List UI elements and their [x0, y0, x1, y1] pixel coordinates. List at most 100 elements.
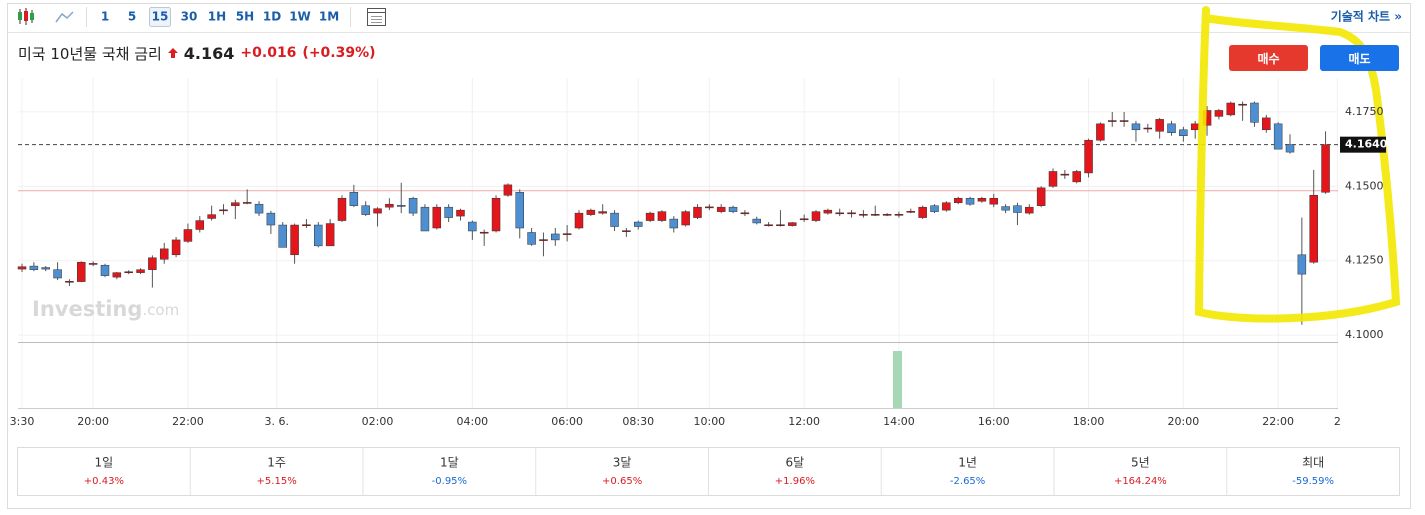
candle-body — [1321, 144, 1330, 193]
candle-body — [41, 267, 50, 270]
plot-area — [18, 78, 1338, 408]
x-tick-label: 12:00 — [788, 415, 820, 428]
interval-button[interactable]: 1D — [263, 10, 281, 24]
candle-body — [882, 214, 892, 216]
candle-body — [1250, 102, 1259, 123]
period-change: +5.15% — [257, 476, 297, 487]
candle-body — [219, 209, 228, 212]
x-tick-label: 18:00 — [1073, 415, 1105, 428]
candle-body — [918, 206, 927, 218]
candle-body — [645, 212, 655, 221]
line-type-icon[interactable] — [55, 11, 74, 23]
last-price-box — [1340, 136, 1386, 153]
candle-body — [681, 211, 690, 226]
period-label: 1일 — [95, 456, 114, 470]
candle-body — [764, 224, 773, 226]
x-tick-label: 22:00 — [172, 415, 204, 428]
buy-button[interactable]: 매수 — [1229, 45, 1308, 71]
x-tick-label: 02:00 — [362, 415, 394, 428]
interval-button[interactable]: 1W — [289, 10, 311, 24]
interval-button[interactable]: 5 — [128, 10, 136, 24]
candle-body — [1025, 206, 1034, 214]
candle-body — [65, 281, 74, 283]
indicator-icon[interactable] — [367, 8, 386, 26]
candle-body — [1179, 129, 1188, 136]
candle-body — [1190, 123, 1200, 131]
candle-body — [669, 218, 679, 229]
candle-body — [657, 211, 667, 221]
up-arrow — [167, 48, 178, 58]
candle-body — [989, 197, 999, 205]
period-label: 5년 — [1131, 456, 1150, 470]
candle-body — [847, 212, 856, 215]
candle-body — [396, 205, 406, 207]
x-tick-label: 06:00 — [551, 415, 583, 428]
candle-body — [811, 211, 821, 221]
x-tick-label: 3:30 — [10, 415, 35, 428]
candle-body — [373, 208, 382, 214]
candle-body — [408, 197, 418, 214]
instrument-name: 미국 10년물 국채 금리 — [18, 44, 162, 63]
price-change-percent: (+0.39%) — [302, 45, 376, 61]
candle-type-icon[interactable] — [18, 8, 34, 25]
candle-body — [1119, 120, 1129, 122]
candle-body — [432, 206, 442, 229]
x-tick-label: 04:00 — [456, 415, 488, 428]
candle-body — [491, 197, 501, 232]
candle-body — [551, 233, 560, 241]
x-tick-label: 3. 6. — [265, 415, 290, 428]
candle-body — [1262, 117, 1271, 131]
interval-button[interactable]: 1H — [208, 10, 226, 24]
candle-body — [100, 264, 110, 276]
candle-body — [823, 209, 833, 214]
candle-body — [693, 206, 702, 218]
interval-button[interactable]: 5H — [236, 10, 254, 24]
period-change: +1.96% — [775, 476, 815, 487]
candle-body — [799, 218, 809, 221]
instrument-header: 미국 10년물 국채 금리 4.164 +0.016 (+0.39%) — [18, 42, 376, 64]
candle-body — [788, 222, 797, 226]
candle-body — [835, 212, 844, 215]
candle-body — [124, 271, 133, 274]
candle-body — [479, 231, 489, 234]
candle-body — [183, 229, 193, 242]
sell-button[interactable]: 매도 — [1320, 45, 1399, 71]
candle-body — [361, 205, 370, 215]
candle-body — [610, 212, 619, 227]
candle-body — [965, 197, 975, 205]
candle-body — [894, 214, 904, 216]
candle-body — [171, 239, 181, 256]
candle-body — [752, 218, 761, 224]
candle-body — [953, 197, 963, 203]
y-tick-label: 4.1000 — [1345, 328, 1384, 341]
candle-body — [586, 209, 596, 215]
volume-bar — [893, 351, 902, 408]
last-price: 4.164 — [183, 43, 235, 63]
interval-button[interactable]: 1M — [319, 10, 339, 24]
candle-body — [231, 202, 240, 206]
candle-body — [349, 192, 359, 206]
candle-body — [444, 206, 453, 218]
interval-button[interactable]: 30 — [181, 10, 198, 24]
interval-button[interactable]: 1 — [101, 10, 109, 24]
candle-body — [456, 209, 465, 217]
candle-body — [53, 269, 62, 279]
candle-body — [242, 202, 252, 204]
interval-button[interactable]: 15 — [152, 10, 169, 24]
technical-chart-link[interactable]: 기술적 차트 » — [1331, 9, 1402, 24]
candle-body — [539, 239, 548, 241]
candle-body — [1297, 254, 1307, 275]
candle-body — [1214, 110, 1224, 117]
candle-body — [1096, 123, 1105, 141]
candle-body — [314, 224, 323, 247]
watermark-brand: Investing — [32, 297, 142, 321]
candle-body — [705, 206, 714, 209]
x-tick-label: 14:00 — [883, 415, 915, 428]
candle-body — [515, 192, 524, 229]
last-price-label: 4.1640 — [1345, 138, 1388, 151]
period-label: 1주 — [267, 456, 286, 470]
candle-body — [977, 197, 987, 202]
candle-body — [420, 206, 430, 232]
period-change: -0.95% — [432, 476, 467, 487]
